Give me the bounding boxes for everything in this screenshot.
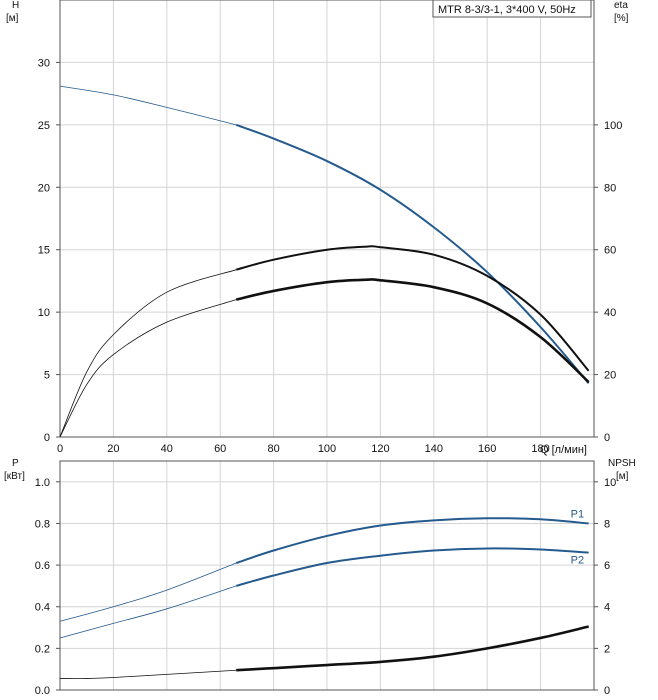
top-x-tick-60: 60 <box>214 443 226 455</box>
top-y-axis-unit: [м] <box>6 13 19 24</box>
chart-title: MTR 8-3/3-1, 3*400 V, 50Hz <box>438 4 576 16</box>
top-y-tick-10: 10 <box>38 307 50 319</box>
bottom-y2-axis-title: NPSH <box>608 458 636 469</box>
bottom-y-tick-1: 0.2 <box>35 643 50 655</box>
bottom-y-tick-4: 0.8 <box>35 518 50 530</box>
series-0-1-bold-line <box>235 245 590 372</box>
top-y2-tick-20: 20 <box>604 370 616 382</box>
bottom-y2-tick-6: 6 <box>604 560 610 572</box>
bottom-y2-tick-2: 2 <box>604 643 610 655</box>
top-y-tick-15: 15 <box>38 245 50 257</box>
head-efficiency-chart: 0 20 40 60 80 100 120 140 160 180 0 5 10 15 20 25 30 0 20 4… <box>6 0 629 456</box>
top-x-tick-80: 80 <box>267 443 279 455</box>
top-y-axis-title: H <box>12 0 19 11</box>
bottom-y2-tick-4: 4 <box>604 602 610 614</box>
bottom-y-axis-title: P <box>12 458 19 469</box>
series-1-2-thin-line <box>59 669 237 680</box>
bottom-series-group: P1 P2 <box>59 508 589 680</box>
bottom-y-tick-5: 1.0 <box>35 477 50 489</box>
bottom-grid <box>60 461 595 690</box>
top-y2-tick-40: 40 <box>604 307 616 319</box>
top-y-tick-30: 30 <box>38 57 50 69</box>
chart-title-box: MTR 8-3/3-1, 3*400 V, 50Hz <box>432 0 592 18</box>
bottom-y-tick-2: 0.4 <box>35 602 50 614</box>
series-1-0-thin-line <box>59 562 237 622</box>
top-y-tick-5: 5 <box>44 370 50 382</box>
top-x-tick-160: 160 <box>478 443 496 455</box>
series-1-0-bold-line <box>235 517 589 564</box>
top-y2-tick-80: 80 <box>604 182 616 194</box>
top-tick-labels: 0 20 40 60 80 100 120 140 160 180 0 5 10 15 20 25 30 0 20 4… <box>38 57 623 455</box>
series-0-1-thin-line <box>59 269 237 438</box>
top-y-tick-0: 0 <box>44 432 50 444</box>
bottom-y2-axis-unit: [м] <box>616 471 629 482</box>
top-x-axis-title: Q [л/мин] <box>540 444 587 456</box>
top-y-tick-20: 20 <box>38 182 50 194</box>
bottom-y2-tick-8: 8 <box>604 518 610 530</box>
top-x-tick-20: 20 <box>107 443 119 455</box>
bottom-y2-tick-10: 10 <box>604 477 616 489</box>
bottom-plot-frame <box>59 460 595 691</box>
bottom-tick-labels: 0.0 0.2 0.4 0.6 0.8 1.0 0 2 4 6 8 10 <box>35 477 617 697</box>
series-0-2-bold-line <box>235 278 590 384</box>
series-label-p2: P2 <box>571 555 584 567</box>
top-y-tick-25: 25 <box>38 120 50 132</box>
power-npsh-chart: P1 P2 0.0 0.2 0.4 0.6 0.8 1.0 0 2 4 6 8 10 P [кВт] N… <box>4 458 636 697</box>
bottom-y-tick-3: 0.6 <box>35 560 50 572</box>
bottom-y2-tick-0: 0 <box>604 685 610 697</box>
top-x-tick-100: 100 <box>318 443 336 455</box>
top-y2-axis-unit: [%] <box>614 13 629 24</box>
top-grid <box>60 0 595 437</box>
top-y2-tick-0: 0 <box>604 432 610 444</box>
series-0-2-thin-line <box>59 299 237 438</box>
top-x-tick-140: 140 <box>425 443 443 455</box>
series-label-p1: P1 <box>571 508 584 520</box>
top-x-tick-40: 40 <box>161 443 173 455</box>
bottom-y-tick-0: 0.0 <box>35 685 50 697</box>
top-x-tick-120: 120 <box>371 443 389 455</box>
series-1-1-thin-line <box>59 585 237 639</box>
top-y2-axis-title: eta <box>614 0 628 11</box>
top-y2-tick-60: 60 <box>604 245 616 257</box>
top-x-tick-180: 180 <box>531 443 549 455</box>
bottom-y-axis-unit: [кВт] <box>4 471 25 482</box>
top-y2-tick-100: 100 <box>604 120 622 132</box>
top-series-group <box>59 85 590 438</box>
series-0-0-thin-line <box>59 85 237 126</box>
series-0-0-bold-line <box>235 123 590 384</box>
top-plot-frame <box>59 0 595 438</box>
series-1-1-bold-line <box>235 547 589 587</box>
series-1-2-bold-line <box>236 625 589 672</box>
top-x-tick-0: 0 <box>57 443 63 455</box>
